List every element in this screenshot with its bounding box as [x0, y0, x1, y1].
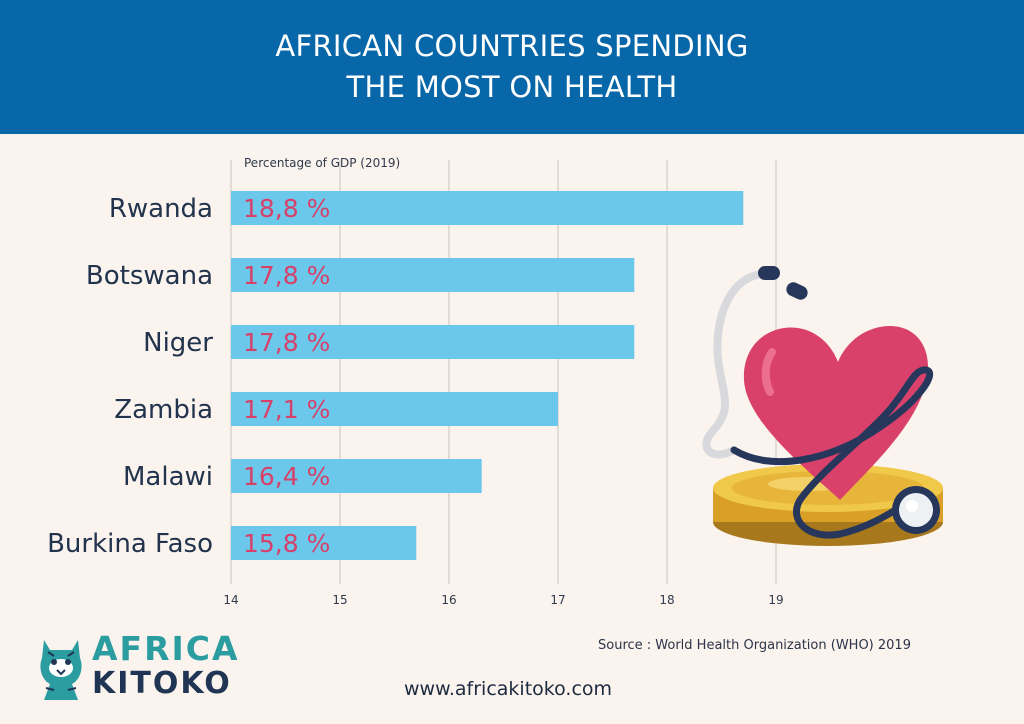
category-label: Burkina Faso: [47, 529, 213, 559]
tiger-mascot-icon: [40, 640, 82, 700]
bar-value-label: 17,1 %: [243, 395, 330, 424]
x-tick-label: 17: [550, 593, 565, 607]
health-illustration: [702, 266, 943, 546]
chart-bars: [231, 191, 744, 560]
logo-line-1: AFRICA: [92, 629, 240, 668]
bar-value-label: 15,8 %: [243, 529, 330, 558]
bar-value-label: 16,4 %: [243, 462, 330, 491]
category-label: Malawi: [123, 462, 213, 492]
gold-coin-icon: [713, 464, 943, 546]
title-line-2: THE MOST ON HEALTH: [346, 70, 678, 104]
chart-value-labels: 18,8 % 17,8 % 17,8 % 17,1 % 16,4 % 15,8 %: [243, 194, 330, 558]
x-tick-label: 16: [441, 593, 456, 607]
bar-chart: 18,8 % 17,8 % 17,8 % 17,1 % 16,4 % 15,8 % Rwa…: [47, 156, 784, 607]
x-tick-label: 14: [223, 593, 238, 607]
stethoscope-icon: [702, 266, 808, 459]
bar-value-label: 17,8 %: [243, 328, 330, 357]
bar: [231, 459, 482, 493]
website-link[interactable]: www.africakitoko.com: [404, 678, 613, 700]
chart-unit-label: Percentage of GDP (2019): [244, 156, 400, 170]
header-banner: AFRICAN COUNTRIES SPENDING THE MOST ON H…: [0, 0, 1024, 134]
x-tick-label: 15: [332, 593, 347, 607]
chart-category-labels: Rwanda Botswana Niger Zambia Malawi Burkina F…: [47, 194, 213, 559]
source-note: Source : World Health Organization (WHO)…: [598, 638, 911, 653]
bar: [231, 526, 417, 560]
x-tick-label: 19: [768, 593, 783, 607]
title-line-1: AFRICAN COUNTRIES SPENDING: [275, 29, 749, 63]
logo-line-2: KITOKO: [92, 666, 232, 701]
africa-kitoko-logo: AFRICA KITOKO: [34, 632, 254, 704]
bar-value-label: 18,8 %: [243, 194, 330, 223]
heart-icon: [743, 326, 929, 500]
x-tick-label: 18: [659, 593, 674, 607]
bar: [231, 392, 558, 426]
chart-tick-labels: 14 15 16 17 18 19: [223, 593, 783, 607]
bar: [231, 325, 635, 359]
category-label: Niger: [143, 328, 213, 358]
bar-value-label: 17,8 %: [243, 261, 330, 290]
category-label: Rwanda: [109, 194, 213, 224]
category-label: Zambia: [114, 395, 213, 425]
bar: [231, 258, 635, 292]
bar: [231, 191, 744, 225]
category-label: Botswana: [86, 261, 213, 291]
